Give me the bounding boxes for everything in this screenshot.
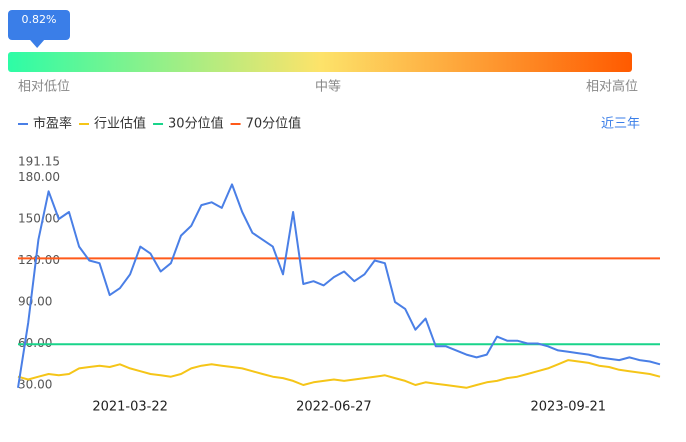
x-tick-label: 2022-06-27 (296, 400, 372, 415)
gauge-mid: 中等 (315, 79, 341, 95)
y-tick-label: 30.00 (18, 378, 52, 392)
legend-label: 30分位值 (168, 116, 224, 132)
legend-label: 70分位值 (246, 116, 302, 132)
legend-label: 行业估值 (94, 116, 146, 132)
period-button[interactable]: 近三年 (601, 117, 640, 132)
y-tick-label: 191.15 (18, 155, 60, 169)
y-tick-label: 90.00 (18, 294, 52, 308)
gauge-tooltip (8, 10, 70, 40)
gauge-low: 相对低位 (18, 80, 70, 95)
series-line (17, 359, 661, 389)
y-tick-label: 180.00 (18, 170, 60, 184)
gauge-bar (8, 52, 632, 72)
gauge-value: 0.82% (22, 13, 57, 26)
y-tick-label: 150.00 (18, 211, 60, 225)
x-tick-label: 2023-09-21 (531, 400, 607, 415)
series-line (17, 183, 661, 388)
legend-label: 市盈率 (33, 116, 72, 132)
gauge-high: 相对高位 (586, 79, 638, 95)
y-tick-label: 120.00 (18, 253, 60, 267)
x-tick-label: 2021-03-22 (92, 400, 168, 415)
y-tick-label: 60.00 (18, 336, 52, 350)
gauge-pointer (30, 40, 45, 48)
